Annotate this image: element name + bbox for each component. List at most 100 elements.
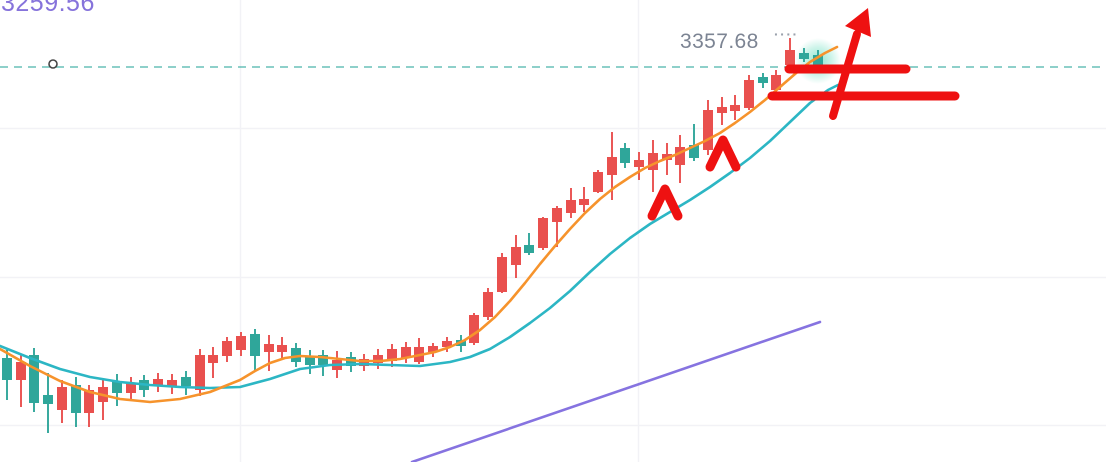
drawn-arrow-head[interactable] — [845, 8, 871, 37]
candle-down — [222, 337, 232, 362]
drawn-up-caret-marker[interactable] — [705, 135, 741, 172]
candle-body — [689, 145, 699, 158]
candle-down — [414, 338, 424, 364]
candle-down — [497, 253, 507, 293]
candle-body — [264, 344, 274, 352]
price-label-top-left: 3259.56 — [1, 0, 95, 17]
candle-up — [305, 350, 315, 374]
candle-body — [195, 355, 205, 390]
candle-body — [305, 356, 315, 365]
candle-up — [112, 374, 122, 406]
candle-down — [126, 377, 136, 399]
candlesticks — [2, 38, 823, 433]
drawing-anchor-point[interactable] — [48, 59, 58, 69]
candle-down — [442, 337, 452, 352]
trendline[interactable] — [410, 320, 822, 462]
candle-down — [208, 347, 218, 378]
candle-body — [538, 218, 548, 248]
candle-body — [291, 348, 301, 362]
candle-up — [250, 329, 260, 370]
candle-body — [648, 153, 658, 170]
candle-body — [222, 341, 232, 356]
candle-body — [511, 247, 521, 265]
candle-body — [208, 355, 218, 363]
candle-body — [730, 105, 740, 111]
candle-down — [675, 135, 685, 183]
candle-up — [291, 343, 301, 367]
candle-body — [442, 341, 452, 347]
candle-up — [799, 48, 809, 62]
candle-down — [593, 170, 603, 193]
candle-body — [153, 379, 163, 386]
candle-down — [359, 354, 369, 371]
candle-down — [785, 38, 795, 67]
candle-body — [16, 362, 26, 380]
red-drawing-annotations[interactable] — [48, 8, 960, 221]
candle-body — [57, 387, 67, 410]
candle-body — [236, 336, 246, 350]
drawn-arrow-shaft[interactable] — [829, 30, 861, 120]
candle-body — [634, 160, 644, 167]
candle-body — [126, 383, 136, 393]
price-label-options-dots-icon[interactable]: ···· — [774, 26, 799, 42]
candle-down — [703, 100, 713, 155]
candle-up — [758, 73, 768, 88]
candle-up — [689, 124, 699, 161]
drawn-up-caret-marker[interactable] — [647, 184, 683, 221]
candle-body — [359, 359, 369, 366]
candle-body — [717, 107, 727, 113]
candle-up — [524, 233, 534, 255]
candle-body — [84, 390, 94, 413]
candle-down — [387, 344, 397, 367]
candle-body — [387, 349, 397, 361]
candle-up — [71, 377, 81, 427]
candle-body — [607, 157, 617, 175]
candle-up — [346, 352, 356, 372]
candle-body — [346, 357, 356, 366]
candle-down — [98, 380, 108, 420]
candle-up — [620, 143, 630, 168]
candle-up — [43, 373, 53, 433]
purple-trendline[interactable] — [410, 320, 822, 462]
candle-body — [29, 355, 39, 403]
candle-up — [318, 350, 328, 376]
candle-body — [181, 377, 191, 386]
candle-down — [401, 342, 411, 363]
candle-body — [167, 380, 177, 387]
candle-body — [566, 200, 576, 213]
candle-down — [744, 75, 754, 110]
candle-down — [566, 188, 576, 218]
candle-down — [552, 206, 562, 247]
candle-down — [538, 217, 548, 250]
candle-up — [2, 350, 12, 400]
candle-body — [373, 355, 383, 363]
candle-body — [620, 148, 630, 163]
candle-body — [250, 334, 260, 356]
candle-body — [483, 292, 493, 317]
candle-down — [511, 235, 521, 278]
candle-down — [236, 332, 246, 356]
candle-body — [579, 199, 589, 205]
candle-body — [2, 358, 12, 380]
candle-body — [401, 347, 411, 358]
candle-down — [648, 140, 658, 192]
candle-down — [717, 97, 727, 125]
candle-down — [167, 374, 177, 394]
candle-down — [483, 288, 493, 320]
candle-body — [43, 395, 53, 404]
candle-body — [703, 110, 713, 150]
candle-body — [524, 245, 534, 253]
candle-down — [771, 70, 781, 92]
candle-down — [634, 152, 644, 180]
candle-down — [153, 373, 163, 392]
candle-body — [771, 75, 781, 90]
candle-body — [112, 381, 122, 393]
candle-body — [469, 315, 479, 343]
candle-body — [318, 355, 328, 365]
price-label: 3357.68 — [680, 30, 759, 53]
candle-body — [799, 53, 809, 59]
candle-up — [181, 371, 191, 395]
ma-fast-line — [0, 45, 839, 404]
